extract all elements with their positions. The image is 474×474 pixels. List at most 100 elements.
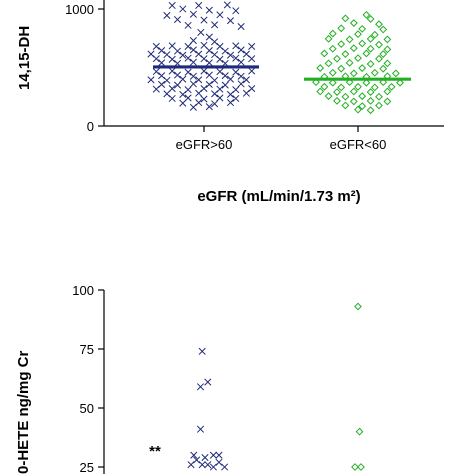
data-point <box>205 80 213 89</box>
data-point <box>379 64 388 73</box>
data-point <box>196 425 205 433</box>
data-point <box>223 1 231 9</box>
data-point <box>379 50 388 58</box>
data-point <box>195 1 203 10</box>
data-point <box>189 72 197 80</box>
data-point <box>221 81 229 89</box>
data-point <box>366 106 375 115</box>
data-point <box>351 463 359 471</box>
data-point <box>152 85 160 93</box>
significance-annotation: ** <box>149 443 161 460</box>
data-point <box>358 92 367 101</box>
data-point <box>375 20 383 29</box>
data-point <box>383 45 392 54</box>
data-point <box>201 454 209 462</box>
data-point <box>184 21 192 29</box>
data-point <box>366 15 375 23</box>
data-point <box>375 101 383 110</box>
data-point <box>349 19 358 27</box>
data-point <box>205 6 213 14</box>
data-point <box>200 67 208 75</box>
data-point <box>379 25 388 34</box>
data-point <box>211 100 219 108</box>
top-panel: 14,15-DH 1000 0 eGFR>60 eGFR<60 eGFR (mL… <box>16 0 444 205</box>
data-point <box>173 71 182 79</box>
data-point <box>345 78 354 87</box>
data-point <box>366 88 375 96</box>
data-point <box>215 451 223 459</box>
data-point <box>209 451 217 459</box>
data-point <box>383 87 392 96</box>
data-point <box>358 24 367 33</box>
data-point <box>375 92 383 101</box>
data-point <box>358 102 367 111</box>
data-point <box>242 76 250 84</box>
data-point <box>358 39 367 48</box>
data-point <box>173 15 182 24</box>
data-point <box>232 42 240 50</box>
data-point <box>357 463 365 471</box>
data-point <box>237 46 245 54</box>
data-point <box>200 95 208 103</box>
data-point <box>152 68 160 76</box>
data-point <box>349 69 358 78</box>
data-point <box>209 463 217 471</box>
data-point <box>366 44 375 53</box>
data-point <box>216 94 224 102</box>
data-point <box>152 42 160 50</box>
bottom-panel: 0-HETE ng/mg Cr 100 75 50 25 ** <box>15 283 365 474</box>
data-point <box>200 55 208 63</box>
data-point <box>333 54 341 63</box>
data-point <box>232 68 240 76</box>
data-point <box>383 97 392 106</box>
data-point <box>362 78 371 87</box>
data-point <box>226 17 235 25</box>
data-point <box>158 46 166 55</box>
data-point <box>370 30 379 39</box>
data-point <box>195 89 203 97</box>
data-point <box>179 5 187 13</box>
data-point <box>396 78 404 87</box>
data-point <box>354 105 362 114</box>
data-point <box>237 80 245 88</box>
data-point <box>333 88 341 96</box>
data-point <box>248 67 256 75</box>
data-point <box>383 59 392 68</box>
data-point <box>237 72 245 80</box>
data-point <box>320 49 329 58</box>
data-point <box>312 78 320 87</box>
data-point <box>366 60 375 68</box>
data-point <box>391 69 400 78</box>
data-point <box>211 21 219 29</box>
data-point <box>226 90 235 98</box>
data-point <box>358 64 367 72</box>
data-point <box>383 35 392 44</box>
data-point <box>198 461 206 469</box>
top-data-marks <box>147 1 411 115</box>
data-point <box>354 30 362 39</box>
data-point <box>215 458 223 466</box>
data-point <box>387 82 396 91</box>
data-point <box>370 83 379 92</box>
data-point <box>168 67 176 75</box>
data-point <box>375 54 383 63</box>
data-point <box>189 10 197 18</box>
data-point <box>328 44 337 53</box>
data-point <box>147 76 155 84</box>
data-point <box>237 58 245 66</box>
data-point <box>197 28 205 36</box>
data-point <box>337 24 346 33</box>
data-point <box>328 78 337 87</box>
bottom-y-tick-label: 75 <box>80 342 94 357</box>
data-point <box>184 68 192 76</box>
data-point <box>179 99 187 107</box>
data-point <box>366 96 375 105</box>
data-point <box>158 59 166 67</box>
data-point <box>168 1 176 10</box>
data-point <box>341 50 350 58</box>
data-point <box>184 54 192 62</box>
data-point <box>324 34 333 43</box>
data-point <box>168 94 176 103</box>
top-x-axis-title: eGFR (mL/min/1.73 m²) <box>197 188 360 205</box>
data-point <box>187 461 195 469</box>
